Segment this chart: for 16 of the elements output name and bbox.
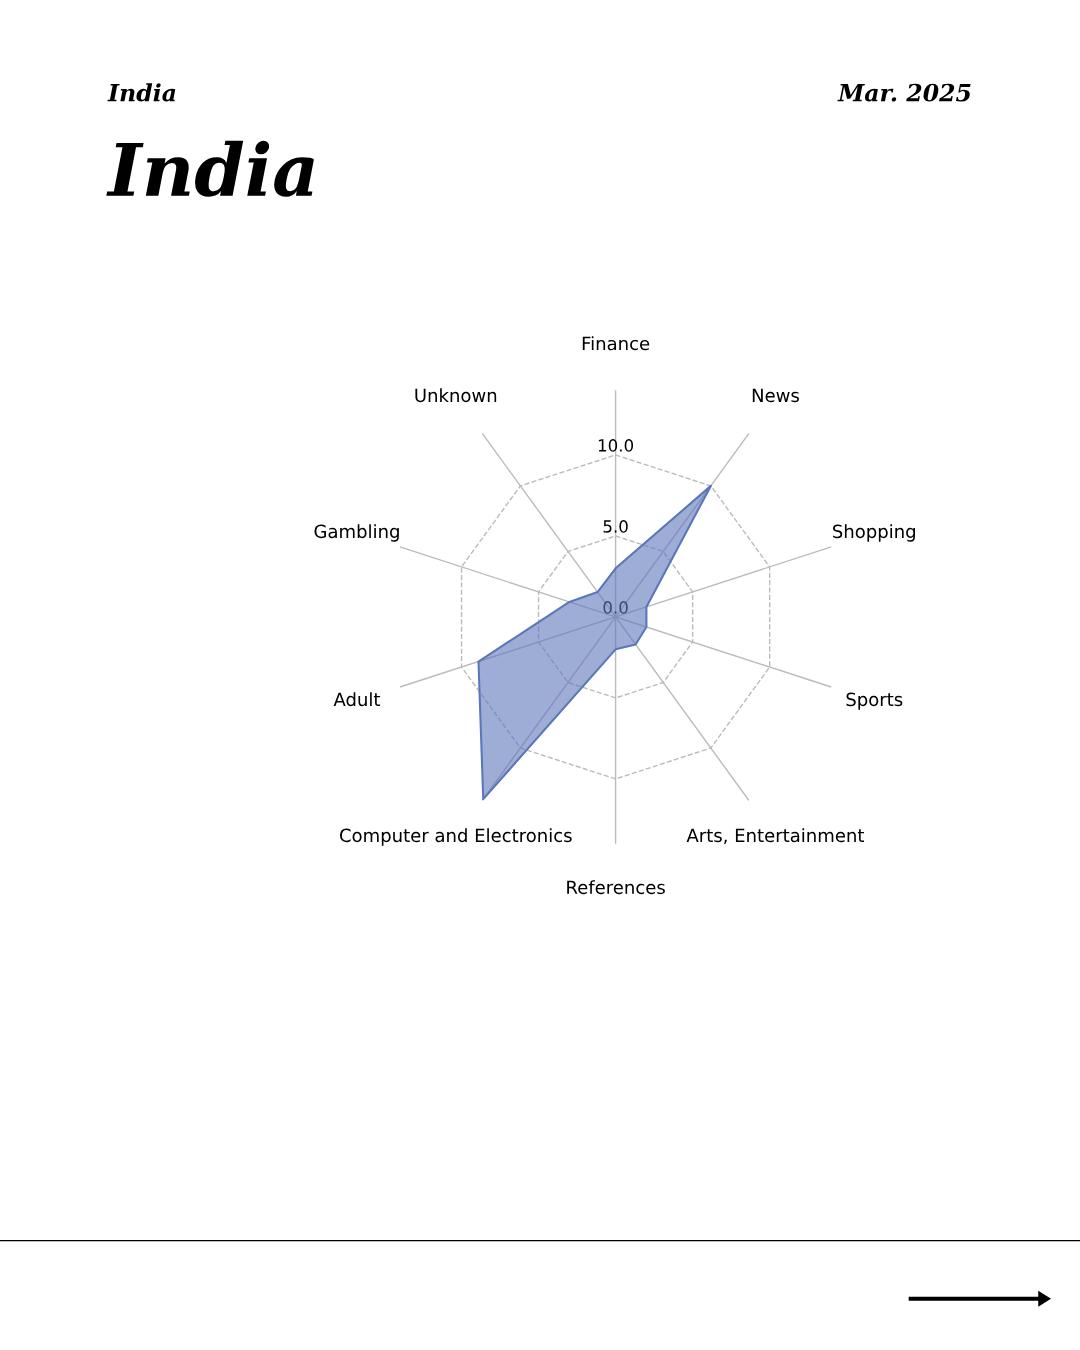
spoke-label: Computer and Electronics [339,828,572,846]
spoke-label: References [567,880,665,895]
spoke-label: Shopping [833,524,915,542]
spoke-label: Arts, Entertainment [686,828,865,845]
y-tick-label: 0.0 [603,601,628,614]
y-tick-label: 10.0 [598,439,634,452]
spoke-label: Sports [846,692,903,710]
spoke-label: Adult [333,692,381,707]
text: Mar. 2025 [837,83,971,102]
chart-title: India [106,140,314,197]
spoke-label: Unknown [415,388,497,403]
y-tick-label: 5.0 [603,520,628,533]
spoke-label: Gambling [314,524,399,542]
spoke-label: News [752,388,799,403]
chart-subtitle: India [107,83,176,102]
spoke-label: Finance [582,336,650,351]
